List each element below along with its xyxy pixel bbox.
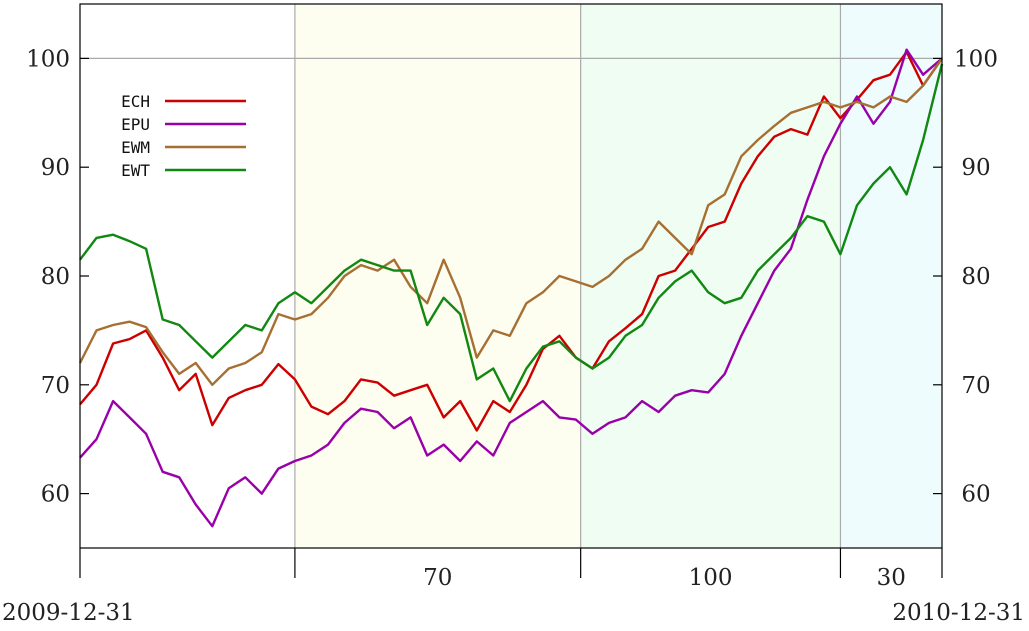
period-band xyxy=(80,4,295,548)
x-axis: 70 100 30 2009-12-31 2010-12-31 xyxy=(2,548,1025,626)
y-tick-label-left: 70 xyxy=(41,373,70,399)
end-date-label: 2010-12-31 xyxy=(892,600,1025,626)
y-tick-label-right: 100 xyxy=(954,46,998,72)
series-line-ewm xyxy=(78,57,943,386)
period-band xyxy=(580,4,841,548)
y-tick-label-left: 90 xyxy=(41,155,70,181)
start-date-label: 2009-12-31 xyxy=(2,600,135,626)
y-tick-label-right: 70 xyxy=(961,373,990,399)
period-bands xyxy=(80,4,942,548)
band-count-label: 70 xyxy=(423,565,452,591)
y-tick-label-left: 60 xyxy=(41,482,70,508)
band-count-label: 100 xyxy=(689,565,733,591)
series-lines xyxy=(78,48,944,528)
legend-label-ewt: EWT xyxy=(121,161,150,180)
series-line-ech xyxy=(79,50,943,432)
y-tick-label-right: 80 xyxy=(961,264,990,290)
y-tick-label-right: 90 xyxy=(961,155,990,181)
legend-label-ewm: EWM xyxy=(121,138,150,157)
legend-label-ech: ECH xyxy=(121,92,150,111)
series-line-ewt xyxy=(79,63,944,403)
period-band xyxy=(840,4,942,548)
y-axis-ticks: 60 60 70 70 80 80 90 90 100 100 xyxy=(26,46,998,507)
grid-lines xyxy=(80,4,942,548)
y-tick-label-left: 100 xyxy=(26,46,70,72)
legend-label-epu: EPU xyxy=(121,115,150,134)
legend: ECH EPU EWM EWT xyxy=(121,92,246,180)
band-count-label: 30 xyxy=(877,565,906,591)
y-tick-label-right: 60 xyxy=(961,482,990,508)
y-tick-label-left: 80 xyxy=(41,264,70,290)
